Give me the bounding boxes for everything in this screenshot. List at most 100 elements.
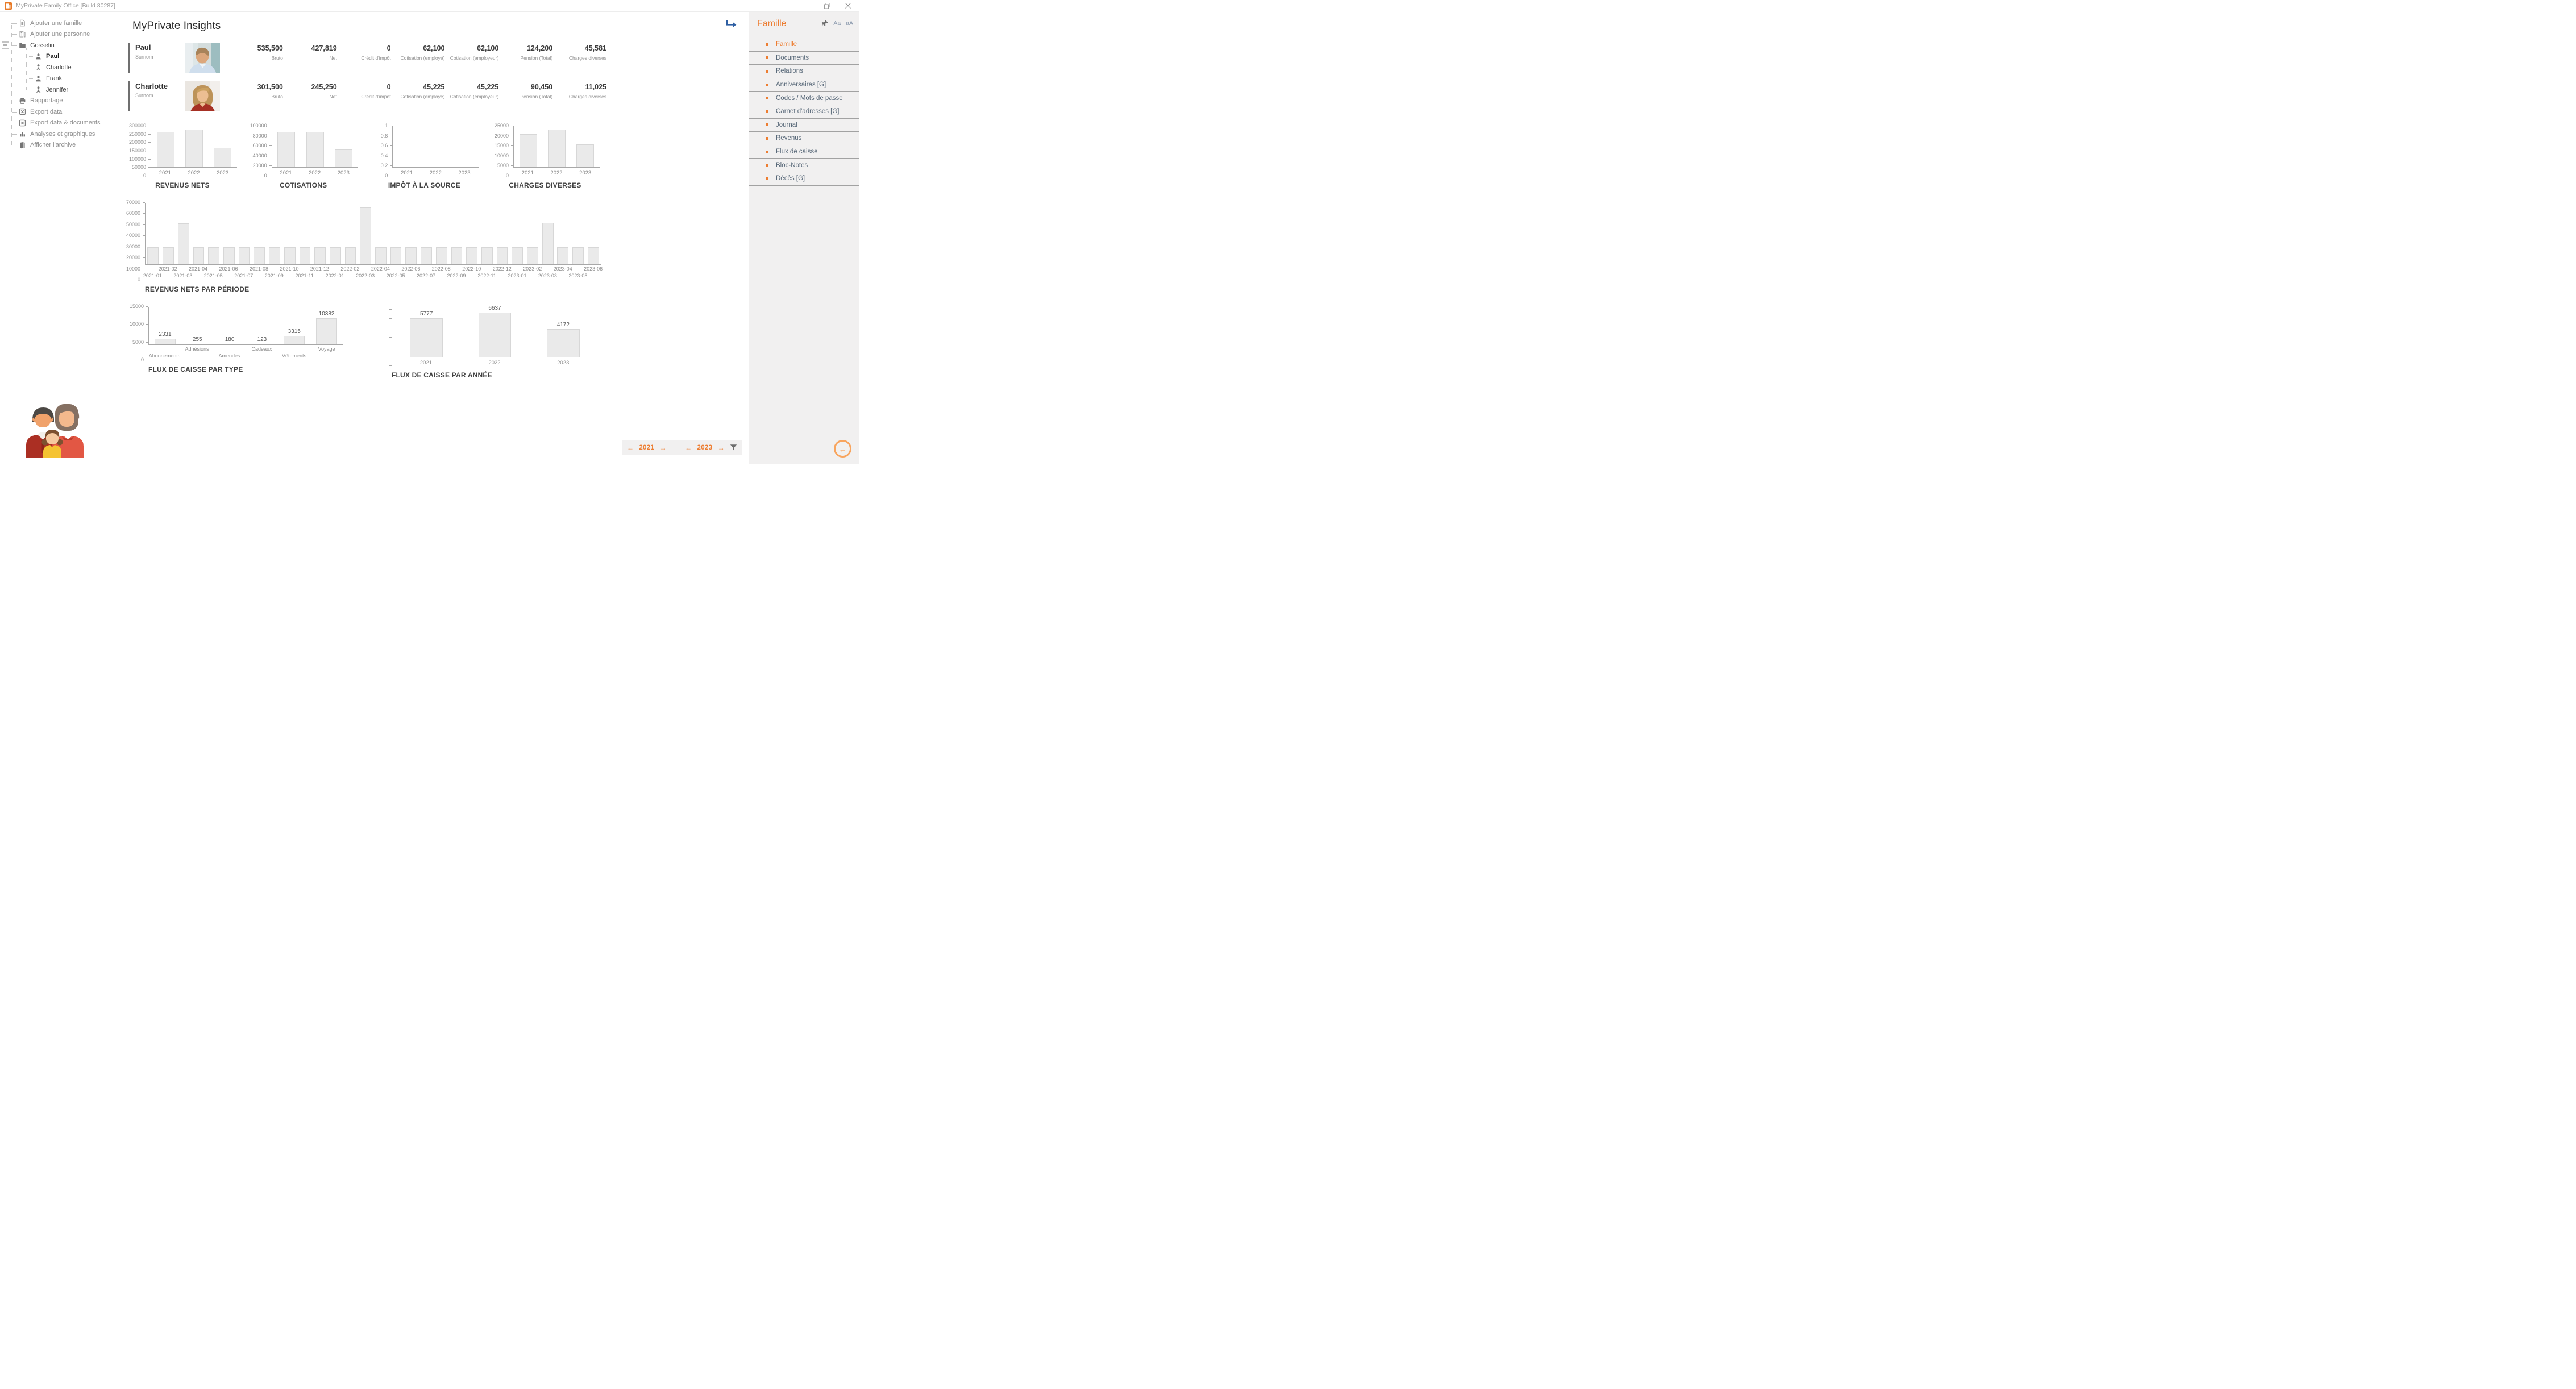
filter-icon[interactable] [730, 444, 737, 451]
start-year-prev-button[interactable]: ← [627, 443, 634, 452]
plot-column: 2021 2022 2023 [271, 126, 358, 176]
x-tick-label: 2021-07 [234, 273, 254, 278]
bar-slot [585, 203, 601, 264]
bar-slot [327, 203, 343, 264]
bar-slot [449, 203, 464, 264]
window-title: MyPrivate Family Office [Build 80287] [16, 2, 115, 9]
end-year-prev-button[interactable]: ← [685, 443, 692, 452]
x-tick-label: 2023 [217, 170, 229, 176]
panel-item-bloc-notes[interactable]: Bloc-Notes [749, 159, 859, 172]
x-tick-label: 2021-11 [295, 273, 314, 278]
panel-item-famille[interactable]: Famille [749, 38, 859, 52]
bar-2022-03 [360, 207, 372, 264]
pin-icon[interactable] [821, 20, 828, 27]
chart-body: 0 20000 40000 60000 80000 100000 2021 2022 2023 [249, 123, 358, 178]
minimize-button[interactable] [804, 3, 809, 9]
start-year-value[interactable]: 2021 [639, 444, 655, 451]
x-tick-label: 2023 [458, 170, 471, 176]
panel-item-flux-de-caisse[interactable]: Flux de caisse [749, 145, 859, 159]
y-tick-label: 50000 [126, 221, 140, 227]
sidebar-item-export-data-documents[interactable]: Export data & documents [0, 118, 121, 129]
start-year-next-button[interactable]: → [659, 443, 667, 452]
bar-slot [180, 126, 208, 167]
sidebar-item-gosselin[interactable]: Gosselin [0, 40, 121, 51]
y-tick [390, 145, 393, 147]
panel-item-carnet-d-adresses-g[interactable]: Carnet d'adresses [G] [749, 105, 859, 119]
sidebar-item-rapportage[interactable]: Rapportage [0, 95, 121, 107]
y-tick-label: 0.6 [380, 143, 388, 149]
y-tick-label: 100000 [128, 156, 146, 162]
back-button[interactable]: ← [834, 440, 851, 458]
end-year-next-button[interactable]: → [717, 443, 725, 452]
bar-2023 [334, 149, 353, 167]
bar-slot [329, 126, 358, 167]
stat-value: 0 [387, 44, 391, 52]
font-size-small-button[interactable]: Aa [833, 20, 841, 27]
y-tick-label: 70000 [126, 199, 140, 205]
font-size-large-button[interactable]: aA [846, 20, 853, 27]
person-icon [35, 75, 42, 82]
panel-item-codes-mots-de-passe[interactable]: Codes / Mots de passe [749, 92, 859, 105]
stat-bruto: 301,500 Bruto [229, 83, 283, 111]
stat-label: Bruto [271, 55, 283, 61]
bar-v-tements [283, 336, 305, 344]
panel-item-relations[interactable]: Relations [749, 65, 859, 78]
y-tick [389, 318, 392, 319]
bar-slot [206, 203, 222, 264]
panel-item-journal[interactable]: Journal [749, 119, 859, 132]
y-tick [510, 145, 513, 147]
bar-2021-07 [238, 247, 250, 264]
y-axis: 0 5000 10000 15000 [128, 304, 148, 363]
x-tick-label: 2022-05 [386, 273, 405, 278]
end-year-value[interactable]: 2023 [697, 444, 713, 451]
charlotte-photo [185, 81, 220, 111]
sidebar-item-ajouter-une-famille[interactable]: Ajouter une famille [0, 18, 121, 29]
bar-slot [176, 203, 191, 264]
y-tick [389, 337, 392, 338]
close-button[interactable] [845, 3, 851, 9]
x-axis-labels: 2021 2022 2023 [392, 170, 479, 176]
maximize-button[interactable] [824, 2, 830, 9]
bar-value-label: 3315 [288, 328, 301, 335]
sidebar-item-paul[interactable]: Paul [0, 51, 121, 63]
chart-title: REVENUS NETS PAR PÉRIODE [145, 285, 250, 293]
y-tick-label: 20000 [252, 163, 267, 169]
panel-item-d-c-s-g[interactable]: Décès [G] [749, 172, 859, 186]
y-tick [148, 167, 151, 168]
y-tick-label: 0 [143, 173, 146, 178]
panel-item-label: Flux de caisse [776, 148, 818, 156]
sidebar-item-analyses-et-graphiques[interactable]: Analyses et graphiques [0, 128, 121, 140]
family-illustration [24, 397, 84, 460]
x-tick-label: 2021 [159, 170, 171, 176]
sidebar-item-label: Frank [46, 75, 63, 82]
goto-arrow-icon[interactable] [725, 19, 737, 31]
app-logo-icon [5, 2, 12, 10]
panel-item-documents[interactable]: Documents [749, 52, 859, 65]
bullet-icon [766, 123, 768, 127]
person-summary-list: Paul Surnom 535,500 Bruto 427,819 Net 0 Crédit … [128, 43, 606, 111]
y-axis: 0 0.2 0.4 0.6 0.8 1 [369, 123, 393, 178]
y-tick [510, 165, 513, 167]
panel-item-anniversaires-g[interactable]: Anniversaires [G] [749, 78, 859, 92]
sidebar-item-ajouter-une-personne[interactable]: Ajouter une personne [0, 29, 121, 40]
bar-2022-12 [496, 247, 508, 264]
sidebar-item-afficher-l-archive[interactable]: Afficher l'archive [0, 140, 121, 151]
x-tick-label: 2022-06 [401, 266, 421, 272]
bar-slot [571, 203, 586, 264]
bar-2022-09 [451, 247, 463, 264]
stat-label: Cotisation (employé) [400, 55, 445, 61]
panel-item-revenus[interactable]: Revenus [749, 132, 859, 145]
chart-revenus-nets-par-periode: 0 10000 20000 30000 40000 50000 60000 70000 2021… [126, 199, 603, 294]
sidebar-item-export-data[interactable]: Export data [0, 106, 121, 118]
y-tick-label: 5000 [497, 163, 509, 169]
sidebar-item-charlotte[interactable]: Charlotte [0, 62, 121, 73]
x-axis-labels: Abonnements Adhésions Amendes Cadeaux Vêteme… [148, 345, 343, 360]
sidebar-item-frank[interactable]: Frank [0, 73, 121, 85]
panel-item-label: Bloc-Notes [776, 161, 808, 169]
tree-expander-icon[interactable] [2, 41, 9, 49]
bar-2022-10 [466, 247, 477, 264]
bullet-icon [766, 136, 768, 140]
sidebar-item-jennifer[interactable]: Jennifer [0, 84, 121, 95]
stat-pension-total: 90,450 Pension (Total) [498, 83, 552, 111]
stat-bruto: 535,500 Bruto [229, 44, 283, 73]
